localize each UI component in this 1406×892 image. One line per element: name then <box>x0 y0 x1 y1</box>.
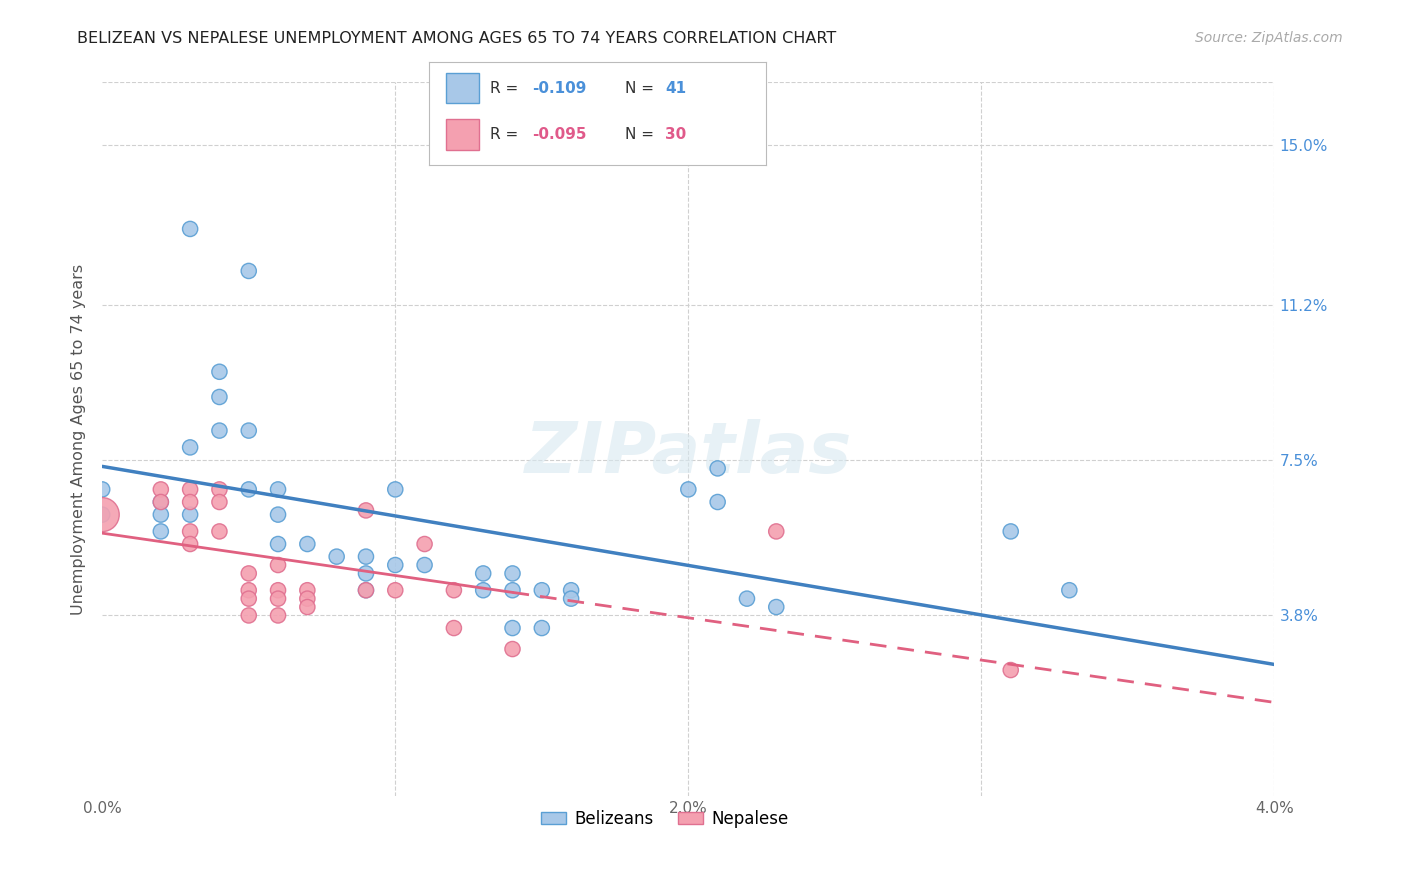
Point <box>208 424 231 438</box>
Point <box>502 642 524 657</box>
Point <box>354 503 377 517</box>
Legend: Belizeans, Nepalese: Belizeans, Nepalese <box>534 803 796 834</box>
Point <box>149 508 172 522</box>
Point <box>238 608 260 623</box>
Text: -0.095: -0.095 <box>531 128 586 142</box>
Point <box>238 264 260 278</box>
Point <box>765 600 787 615</box>
FancyBboxPatch shape <box>446 73 479 103</box>
Point <box>765 524 787 539</box>
Point <box>208 495 231 509</box>
Point <box>1059 583 1081 598</box>
Point <box>472 566 495 581</box>
Point <box>354 549 377 564</box>
Text: 30: 30 <box>665 128 686 142</box>
Point <box>297 600 319 615</box>
Point <box>179 495 201 509</box>
Point <box>267 483 290 497</box>
Point <box>208 390 231 404</box>
Point <box>560 583 582 598</box>
Text: Source: ZipAtlas.com: Source: ZipAtlas.com <box>1195 31 1343 45</box>
Point <box>179 508 201 522</box>
Point <box>706 461 728 475</box>
Text: N =: N = <box>624 128 658 142</box>
Point <box>354 583 377 598</box>
Point <box>149 524 172 539</box>
Point <box>384 483 406 497</box>
Point <box>297 583 319 598</box>
Text: R =: R = <box>489 128 523 142</box>
Point <box>443 621 465 635</box>
Point <box>413 537 436 551</box>
Text: R =: R = <box>489 81 523 96</box>
Point <box>384 583 406 598</box>
Text: N =: N = <box>624 81 658 96</box>
Point <box>208 483 231 497</box>
Point <box>530 583 553 598</box>
Point <box>267 591 290 606</box>
Point <box>267 537 290 551</box>
Point <box>325 549 347 564</box>
Point <box>1000 663 1022 677</box>
Point <box>149 495 172 509</box>
Point <box>238 424 260 438</box>
Point <box>267 558 290 572</box>
Point <box>297 591 319 606</box>
Y-axis label: Unemployment Among Ages 65 to 74 years: Unemployment Among Ages 65 to 74 years <box>72 263 86 615</box>
Point <box>502 583 524 598</box>
Point <box>267 508 290 522</box>
Text: ZIPatlas: ZIPatlas <box>524 418 852 488</box>
Point <box>149 495 172 509</box>
Point <box>443 583 465 598</box>
Point <box>472 583 495 598</box>
Point <box>267 583 290 598</box>
Point <box>413 558 436 572</box>
Text: BELIZEAN VS NEPALESE UNEMPLOYMENT AMONG AGES 65 TO 74 YEARS CORRELATION CHART: BELIZEAN VS NEPALESE UNEMPLOYMENT AMONG … <box>77 31 837 46</box>
Point <box>1000 524 1022 539</box>
Point <box>735 591 758 606</box>
Point <box>179 537 201 551</box>
Point <box>91 483 114 497</box>
Point <box>149 483 172 497</box>
Point <box>354 583 377 598</box>
Point <box>502 566 524 581</box>
Point <box>179 483 201 497</box>
Point <box>238 566 260 581</box>
Point <box>179 441 201 455</box>
Point <box>297 537 319 551</box>
Text: -0.109: -0.109 <box>531 81 586 96</box>
Point <box>238 591 260 606</box>
Point <box>530 621 553 635</box>
Text: 41: 41 <box>665 81 686 96</box>
Point <box>238 583 260 598</box>
Point <box>502 621 524 635</box>
Point <box>91 508 114 522</box>
Point <box>91 508 114 522</box>
FancyBboxPatch shape <box>446 119 479 150</box>
Point <box>208 524 231 539</box>
Point <box>267 608 290 623</box>
Point <box>208 365 231 379</box>
Point <box>706 495 728 509</box>
Point <box>560 591 582 606</box>
Point <box>179 524 201 539</box>
Point <box>354 566 377 581</box>
Point <box>238 483 260 497</box>
Point <box>678 483 700 497</box>
Point <box>384 558 406 572</box>
Point <box>179 222 201 236</box>
